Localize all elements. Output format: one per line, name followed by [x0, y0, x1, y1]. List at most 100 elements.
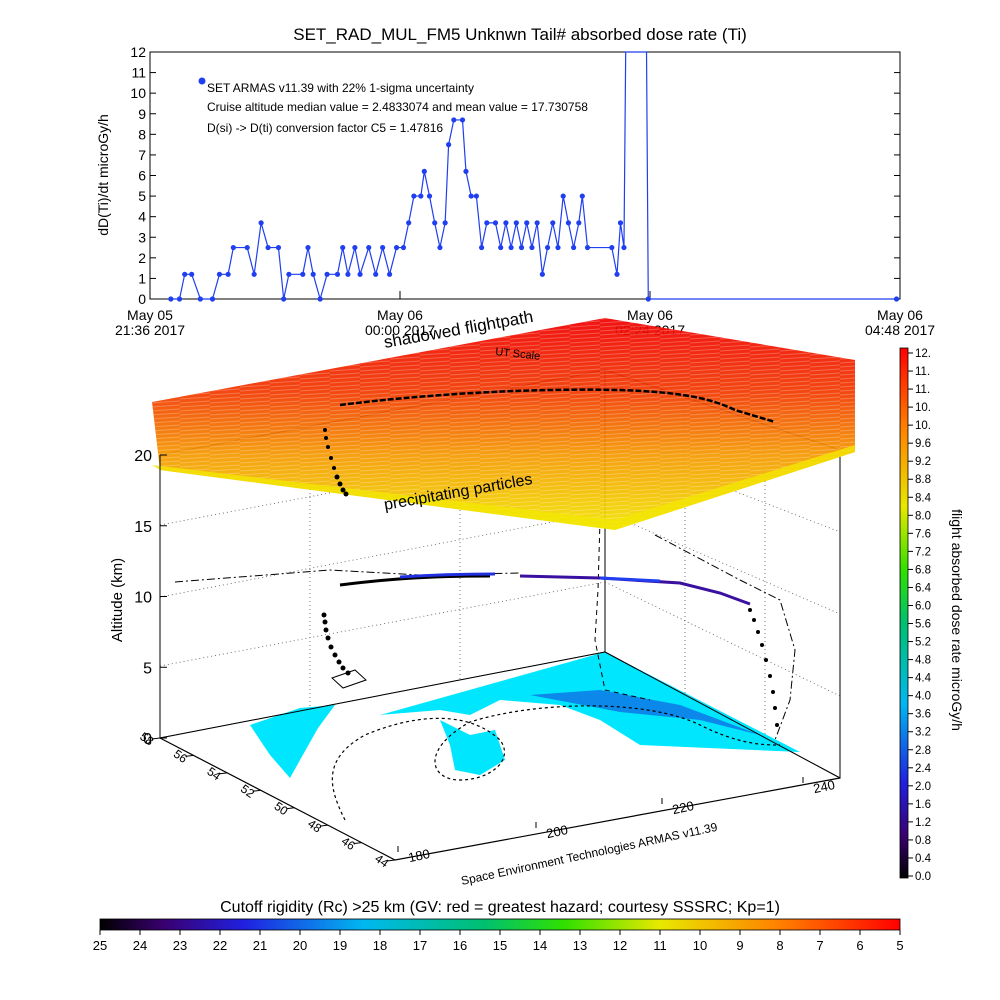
dose-rate-colorbar: 0.0 0.4 0.8 1.2 1.6 2.0 2.4 2.8 3.2 3.6 4.0 4.4 4.8 5… [899, 347, 965, 883]
y-tick-label: 12 [130, 44, 146, 60]
z-axis-ticks: 0 5 10 15 20 [134, 448, 167, 748]
data-point [468, 193, 474, 199]
flight-3d-view: shadowed flightpath precipitating partic… [109, 307, 855, 888]
data-point [555, 244, 561, 251]
data-point [498, 244, 504, 251]
data-point [258, 220, 264, 226]
data-point [503, 220, 509, 226]
z-axis-label: Altitude (km) [109, 558, 126, 642]
colorbar-tick-label: 16 [453, 938, 467, 953]
data-point [373, 271, 379, 277]
z-tick-label: 10 [134, 590, 152, 607]
colorbar-tick-label: 25 [93, 938, 107, 953]
colorbar-tick-label: 3.6 [915, 709, 931, 721]
colorbar-tick-label: 19 [333, 938, 347, 953]
lon-tick-label: 240 [812, 777, 836, 796]
colorbar-tick-label: 24 [133, 938, 147, 953]
y-tick-label: 1 [138, 270, 146, 286]
annotation-cruise-stats: Cruise altitude median value = 2.4833074… [207, 100, 588, 114]
colorbar-tick-label: 11. [915, 366, 930, 378]
colorbar-tick-label: 3.2 [915, 727, 931, 739]
land-west-coast [250, 705, 335, 778]
data-point [437, 244, 443, 251]
data-point [352, 244, 358, 251]
data-point [560, 193, 566, 199]
colorbar-tick-label: 12 [613, 938, 627, 953]
data-point [893, 296, 900, 302]
colorbar-tick-label: 22 [213, 938, 227, 953]
chart-title: SET_RAD_MUL_FM5 Unknwn Tail# absorbed do… [293, 25, 747, 44]
colorbar-tick-label: 10 [693, 938, 707, 953]
colorbar-ticks: 25 24 23 22 21 20 19 18 17 16 15 14 13 12 11 10 9 8 7 6 5 [93, 930, 904, 953]
data-point [225, 271, 231, 277]
data-point [386, 271, 393, 277]
data-point [400, 244, 407, 251]
colorbar-tick-label: 0.8 [915, 835, 931, 847]
data-point [366, 244, 372, 251]
data-point [357, 271, 363, 277]
colorbar-tick-label: 15 [493, 938, 507, 953]
data-point [584, 244, 591, 251]
data-point [300, 271, 306, 277]
data-point [513, 220, 519, 226]
lat-tick [185, 754, 194, 757]
x-tick-label-time: 00:00 2017 [365, 322, 435, 338]
lat-tick-label: 58 [137, 729, 156, 748]
data-point [576, 220, 582, 226]
colorbar-gradient [99, 918, 901, 931]
colorbar-tick-label: 2.8 [915, 745, 931, 757]
data-point [340, 244, 346, 251]
colorbar-gradient [899, 347, 909, 879]
data-point [534, 220, 540, 226]
lat-tick [319, 824, 328, 827]
data-point [334, 271, 341, 277]
cruise-path-blue-2 [599, 576, 661, 583]
x-tick-label-date: May 05 [127, 307, 173, 323]
colorbar-tick-label: 6 [856, 938, 863, 953]
z-tick-label: 0 [143, 731, 152, 748]
lat-tick [286, 807, 295, 810]
colorbar-tick-label: 8.8 [915, 474, 931, 486]
colorbar-tick-label: 5 [896, 938, 903, 953]
colorbar-tick-label: 8.0 [915, 510, 931, 522]
colorbar-tick-label: 10. [915, 420, 931, 432]
data-point [281, 296, 287, 302]
colorbar-tick-label: 6.4 [915, 582, 932, 594]
longitude-axis-ticks: 180 200 220 240 [397, 777, 836, 865]
colorbar-tick-label: 7 [816, 938, 823, 953]
data-point [463, 168, 469, 174]
lat-tick [151, 737, 161, 740]
data-point [432, 220, 438, 226]
y-tick-label: 5 [138, 188, 146, 204]
y-tick-label: 10 [130, 85, 146, 101]
data-point [645, 296, 651, 302]
colorbar-tick-label: 7.2 [915, 546, 931, 558]
data-point [230, 244, 236, 251]
lat-tick [353, 842, 362, 845]
ascent-track-lower [321, 612, 351, 676]
data-point [406, 220, 412, 226]
data-point [286, 271, 292, 277]
data-point [380, 244, 386, 251]
y-tick-label: 3 [138, 229, 146, 245]
data-point [176, 296, 183, 302]
colorbar-tick-label: 7.6 [915, 528, 931, 540]
x-tick-label-time: 21:36 2017 [115, 322, 185, 338]
colorbar-tick-label: 12. [915, 348, 931, 360]
colorbar-tick-label: 23 [173, 938, 187, 953]
ascent-track-upper [323, 428, 349, 497]
lat-tick [386, 859, 396, 862]
data-point [209, 296, 216, 302]
legend-entry: SET ARMAS v11.39 with 22% 1-sigma uncert… [207, 81, 474, 95]
data-point [182, 271, 188, 277]
colorbar-tick-label: 6.0 [915, 600, 931, 612]
z-tick-label: 5 [143, 660, 152, 677]
y-tick-label: 8 [138, 126, 146, 142]
colorbar-tick-label: 5.6 [915, 619, 931, 631]
data-point [550, 220, 556, 226]
data-point [544, 244, 551, 251]
floor-back-edges [159, 651, 841, 779]
data-point [324, 271, 330, 277]
y-tick-label: 2 [138, 250, 146, 266]
